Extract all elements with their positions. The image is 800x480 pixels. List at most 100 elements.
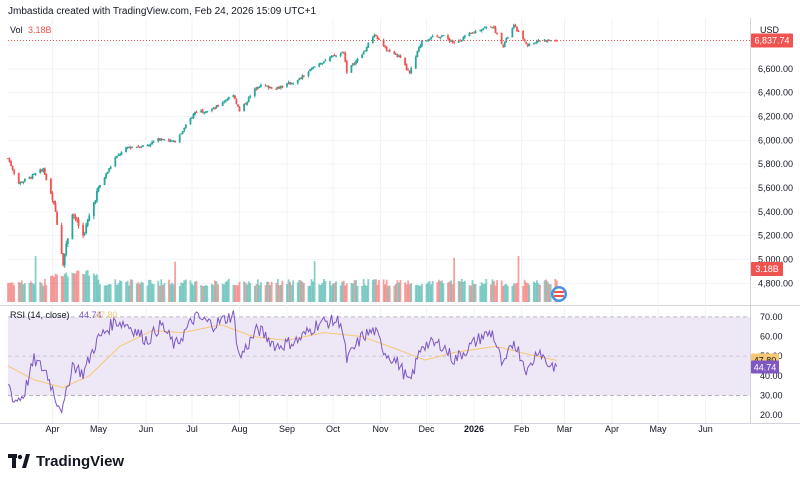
volume-bar — [23, 283, 26, 302]
volume-bar — [341, 281, 344, 302]
volume-bar — [82, 273, 85, 302]
candle-body — [249, 96, 252, 98]
time-tick-label: May — [650, 424, 668, 434]
candle-body — [330, 56, 333, 58]
candle-body — [511, 28, 514, 38]
volume-bar — [201, 285, 204, 302]
volume-bar — [253, 285, 256, 302]
volume-bar — [382, 279, 385, 302]
volume-bar — [191, 283, 193, 302]
volume-bar — [302, 283, 305, 302]
volume-bar — [63, 273, 66, 302]
volume-bar — [92, 273, 95, 302]
candle-body — [183, 127, 186, 131]
time-tick-label: 2026 — [464, 424, 484, 434]
volume-bar — [214, 280, 216, 302]
time-tick-label: Jun — [139, 424, 154, 434]
events-flag-icon-stripe — [554, 291, 564, 293]
volume-bar — [539, 284, 541, 302]
candle-body — [73, 214, 75, 216]
volume-bar — [279, 284, 282, 302]
candle-body — [321, 63, 324, 65]
rsi-tick-label: 20.00 — [760, 410, 783, 420]
price-tick-label: 6,600.00 — [758, 64, 793, 74]
volume-bar — [496, 279, 498, 302]
volume-bar — [437, 279, 440, 302]
volume-bar — [440, 280, 443, 302]
candle-body — [278, 86, 281, 89]
volume-bar — [310, 279, 313, 302]
candle-body — [192, 113, 195, 119]
volume-bar — [289, 281, 291, 302]
volume-bar — [172, 284, 175, 302]
volume-badge — [751, 262, 783, 276]
volume-bar — [281, 280, 284, 302]
candle-body — [459, 40, 462, 42]
volume-bar — [516, 282, 518, 302]
candle-body — [85, 224, 88, 233]
candle-body — [119, 154, 121, 156]
candle-body — [60, 225, 63, 254]
candle-body — [215, 105, 218, 109]
last-price-label: 6,837.74 — [754, 36, 789, 46]
volume-bar — [453, 257, 456, 302]
volume-bar — [439, 281, 442, 302]
price-tick-label: 5,600.00 — [758, 183, 793, 193]
candle-body — [425, 40, 428, 42]
candle-body — [189, 118, 192, 125]
candle-body — [536, 41, 538, 43]
candle-body — [142, 145, 144, 147]
rsi-ma-line — [7, 324, 557, 389]
candle-body — [367, 43, 370, 48]
candle-body — [269, 87, 272, 89]
candle-body — [42, 168, 45, 172]
volume-bar — [135, 283, 138, 302]
volume-bar — [244, 282, 247, 302]
tradingview-logo: TradingView — [8, 450, 124, 472]
volume-bar — [184, 279, 187, 302]
volume-bar — [506, 285, 509, 302]
volume-bar — [195, 280, 198, 302]
rsi-line — [7, 310, 558, 415]
candle-body — [232, 95, 235, 97]
volume-bar — [416, 284, 419, 302]
volume-bar — [546, 281, 549, 302]
candle-body — [485, 26, 488, 28]
volume-bar — [119, 280, 121, 302]
candle-body — [410, 68, 413, 74]
volume-bar — [378, 279, 380, 302]
rsi-tick-label: 60.00 — [760, 332, 783, 342]
chart-canvas[interactable]: 4,800.00 5,000.00 5,200.00 5,400.00 5,600.00… — [0, 0, 800, 440]
volume-bar — [74, 273, 77, 302]
volume-bar — [436, 282, 439, 302]
volume-bar — [345, 283, 348, 302]
candle-body — [108, 168, 111, 172]
volume-bar — [85, 270, 88, 302]
candle-body — [408, 70, 411, 73]
volume-bar — [450, 280, 452, 302]
volume-bar — [152, 283, 155, 302]
volume-bar — [361, 285, 364, 302]
candle-body — [148, 144, 150, 146]
candle-body — [514, 25, 517, 27]
candle-body — [292, 83, 295, 85]
volume-bar — [76, 270, 78, 302]
volume-bar — [138, 283, 141, 302]
candle-body — [115, 155, 118, 158]
candle-body — [275, 88, 278, 90]
volume-bar — [60, 275, 63, 302]
volume-bar — [482, 283, 485, 302]
candle-body — [131, 147, 134, 149]
candle-body — [384, 46, 387, 48]
volume-bar — [40, 283, 43, 302]
volume-bar — [43, 278, 46, 302]
candle-body — [339, 53, 342, 56]
candle-body — [313, 66, 316, 68]
candle-body — [40, 169, 43, 172]
price-tick-label: 6,000.00 — [758, 135, 793, 145]
volume-bar — [419, 285, 422, 302]
candle-body — [258, 87, 261, 89]
volume-bar — [298, 280, 301, 302]
candle-body — [399, 55, 402, 59]
volume-bar — [483, 283, 486, 302]
